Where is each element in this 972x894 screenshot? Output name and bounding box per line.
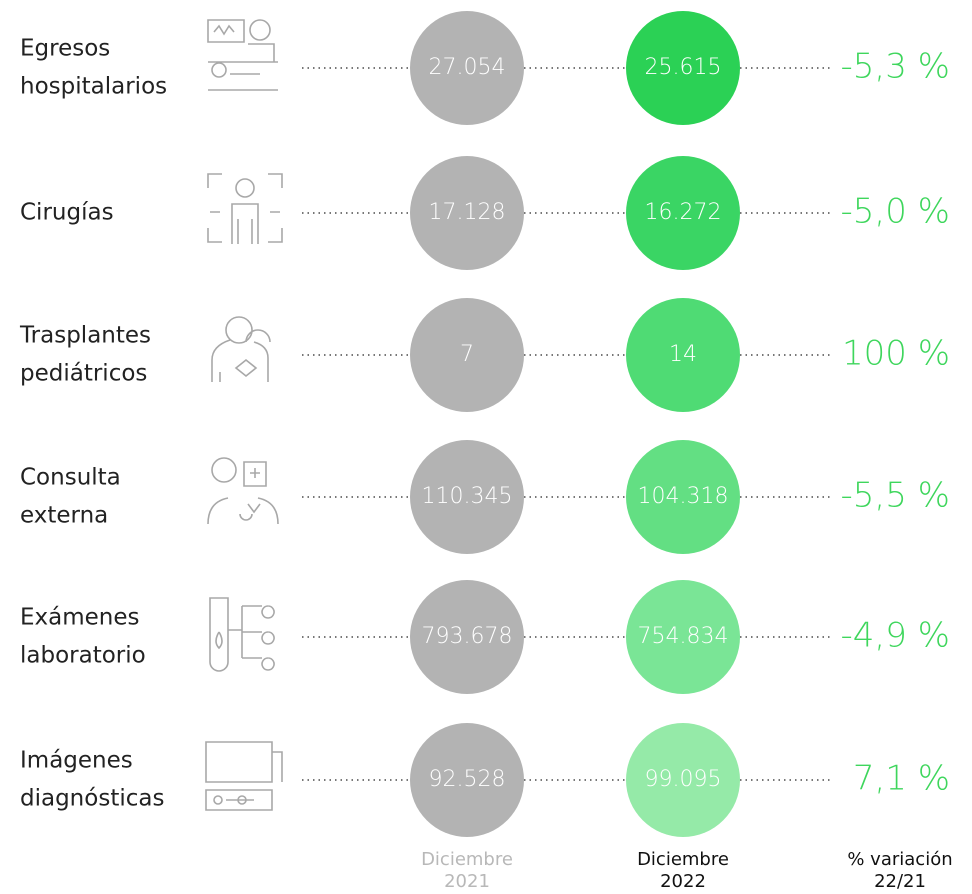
value-2021: 92.528: [429, 767, 506, 792]
circle-2022: [626, 440, 740, 554]
variation: -5,3 %: [841, 47, 950, 87]
row-label: externa: [20, 503, 108, 529]
row-label: hospitalarios: [20, 74, 167, 100]
icon: [205, 741, 283, 811]
column-header: Diciembre: [637, 849, 729, 870]
row-label: Cirugías: [20, 200, 114, 226]
column-header: Diciembre: [421, 849, 513, 870]
circle-2022: [626, 580, 740, 694]
icon: [207, 457, 279, 525]
circle-2021: [410, 723, 524, 837]
circle-2021: [410, 11, 524, 125]
value-2021: 17.128: [429, 200, 506, 225]
value-2021: 27.054: [429, 55, 506, 80]
row-label: Egresos: [20, 36, 110, 62]
variation: -5,5 %: [841, 476, 950, 516]
circle-2022: [626, 156, 740, 270]
value-2022: 16.272: [645, 200, 722, 225]
column-header: 2022: [660, 871, 706, 892]
row-label: pediátricos: [20, 361, 147, 387]
value-2021: 7: [460, 342, 474, 367]
value-2022: 754.834: [638, 624, 729, 649]
circle-2021: [410, 298, 524, 412]
circle-2022: [626, 11, 740, 125]
row-label: Consulta: [20, 465, 121, 491]
column-header: % variación: [847, 849, 952, 870]
row-label: laboratorio: [20, 643, 146, 669]
row-label: Imágenes: [20, 748, 133, 774]
value-2021: 793.678: [422, 624, 513, 649]
variation: 7,1 %: [853, 759, 950, 799]
variation: 100 %: [842, 334, 950, 374]
icon: [209, 597, 275, 672]
column-header: 22/21: [874, 871, 926, 892]
row-label: diagnósticas: [20, 786, 164, 812]
circle-2022: [626, 723, 740, 837]
value-2022: 25.615: [645, 55, 722, 80]
row-label: Exámenes: [20, 605, 140, 631]
value-2022: 14: [669, 342, 697, 367]
value-2022: 99.095: [645, 767, 722, 792]
circle-2022: [626, 298, 740, 412]
value-2022: 104.318: [638, 484, 729, 509]
circle-2021: [410, 156, 524, 270]
icon: [207, 19, 278, 91]
icon: [207, 173, 283, 244]
row-label: Trasplantes: [19, 323, 151, 349]
value-2021: 110.345: [422, 484, 513, 509]
variation: -4,9 %: [841, 616, 950, 656]
circle-2021: [410, 440, 524, 554]
column-header: 2021: [444, 871, 490, 892]
circle-2021: [410, 580, 524, 694]
icon: [211, 316, 271, 382]
variation: -5,0 %: [841, 192, 950, 232]
